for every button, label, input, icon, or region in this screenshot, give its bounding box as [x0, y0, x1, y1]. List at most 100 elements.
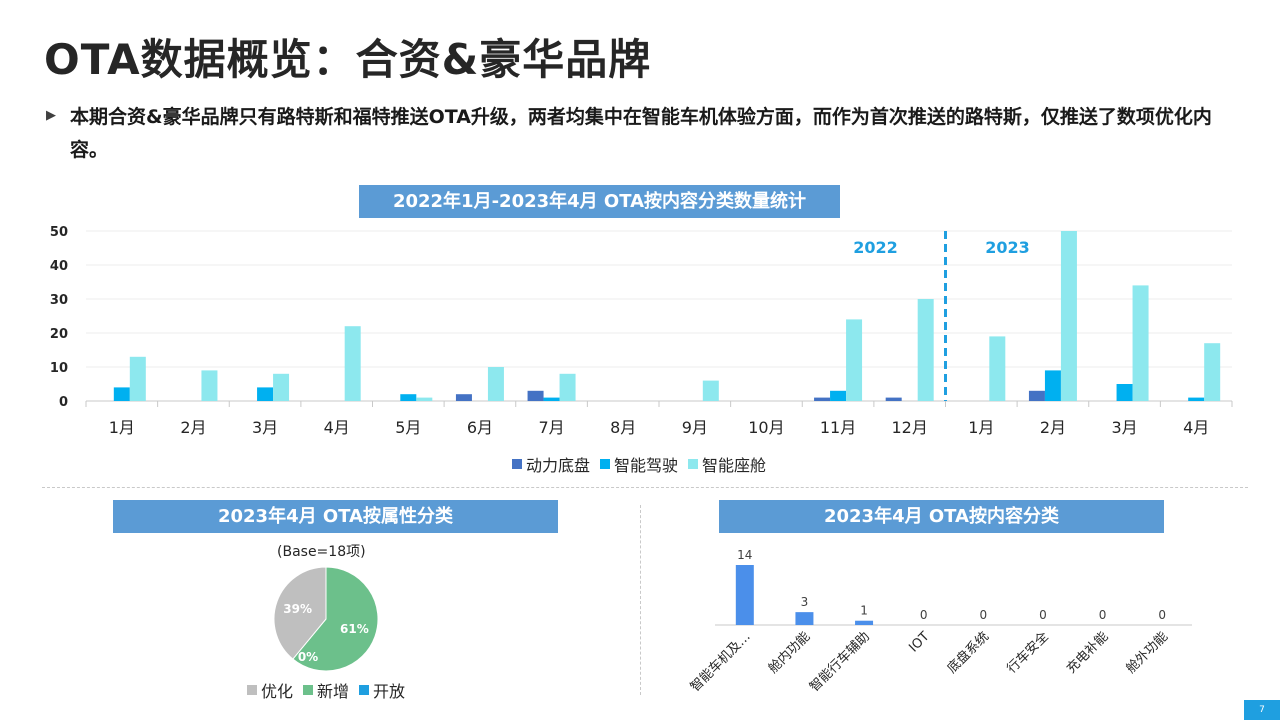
x-tick-label: 4月 — [324, 418, 350, 437]
x-tick-label: 4月 — [1183, 418, 1209, 437]
bar-智能驾驶 — [257, 387, 274, 401]
category-label: 底盘系统 — [944, 629, 992, 677]
y-tick-label: 10 — [50, 361, 68, 376]
category-label: IOT — [906, 629, 932, 655]
legend-label: 智能座舱 — [702, 456, 767, 475]
pie-label: 39% — [283, 602, 312, 616]
x-tick-label: 1月 — [109, 418, 135, 437]
main-chart-legend: 动力底盘 智能驾驶 智能座舱 — [512, 452, 776, 476]
x-tick-label: 8月 — [610, 418, 636, 437]
legend-item: 新增 — [303, 678, 349, 702]
category-bar — [735, 565, 754, 625]
bar-value-label: 0 — [979, 608, 987, 622]
bar-动力底盘 — [1028, 390, 1045, 401]
bar-智能座舱 — [989, 336, 1006, 401]
legend-swatch — [600, 459, 611, 469]
x-tick-label: 11月 — [820, 418, 856, 437]
bar-智能座舱 — [129, 356, 146, 401]
pie-label: 61% — [340, 622, 369, 636]
legend-label: 新增 — [317, 682, 350, 701]
legend-swatch — [688, 459, 699, 469]
legend-swatch — [303, 685, 314, 695]
bar-智能驾驶 — [543, 397, 560, 401]
legend-label: 动力底盘 — [526, 456, 591, 475]
main-chart-title: 2022年1月-2023年4月 OTA按内容分类数量统计 — [359, 185, 840, 218]
legend-item: 优化 — [247, 678, 293, 702]
bar-动力底盘 — [885, 397, 902, 401]
column-divider — [640, 505, 641, 695]
monthly-ota-bar-chart: 0 10 20 30 40 50 1月 2月 3月 4月 5月 6月 7月 8月 9月 10月 11月 12月 1月… — [50, 225, 1233, 437]
section-divider — [42, 487, 1248, 488]
y-tick-label: 20 — [50, 327, 68, 342]
x-tick-label: 3月 — [1111, 418, 1137, 437]
legend-label: 开放 — [373, 682, 406, 701]
legend-label: 优化 — [261, 682, 294, 701]
bar-智能座舱 — [1060, 231, 1077, 401]
pie-chart-legend: 优化 新增 开放 — [247, 678, 415, 702]
pie-chart-title: 2023年4月 OTA按属性分类 — [113, 500, 558, 533]
bar-智能座舱 — [1204, 343, 1221, 401]
x-tick-label: 2月 — [1040, 418, 1066, 437]
legend-item: 动力底盘 — [512, 452, 590, 476]
bar-动力底盘 — [455, 394, 472, 401]
attribute-pie-chart: 61% 0% 39% — [273, 566, 379, 672]
bar-智能驾驶 — [1116, 384, 1133, 401]
pie-label: 0% — [298, 650, 318, 664]
legend-label: 智能驾驶 — [614, 456, 679, 475]
x-tick-label: 12月 — [892, 418, 928, 437]
bar-value-label: 0 — [920, 608, 928, 622]
bar-智能座舱 — [702, 380, 719, 401]
bar-智能座舱 — [559, 373, 576, 401]
bar-智能座舱 — [273, 373, 290, 401]
x-tick-label: 5月 — [395, 418, 421, 437]
x-tick-label: 10月 — [748, 418, 784, 437]
bar-value-label: 0 — [1099, 608, 1107, 622]
bar-动力底盘 — [527, 390, 544, 401]
page-title: OTA数据概览：合资&豪华品牌 — [44, 35, 652, 84]
pie-slice-新增 — [292, 566, 379, 672]
category-label: 舱内功能 — [765, 629, 813, 677]
bar-value-label: 0 — [1158, 608, 1166, 622]
pie-base-label: (Base=18项) — [277, 544, 366, 560]
x-tick-label: 3月 — [252, 418, 278, 437]
legend-swatch — [512, 459, 522, 469]
x-tick-label: 9月 — [682, 418, 708, 437]
year-label-2023: 2023 — [985, 238, 1030, 257]
bar-智能座舱 — [846, 319, 863, 401]
bar-智能驾驶 — [830, 390, 847, 401]
page-number: 7 — [1244, 700, 1280, 720]
bar-value-label: 3 — [801, 595, 809, 609]
category-label: 充电补能 — [1063, 629, 1111, 677]
x-tick-label: 7月 — [538, 418, 564, 437]
y-tick-label: 50 — [50, 225, 68, 240]
bar-智能座舱 — [1132, 285, 1149, 401]
y-tick-label: 40 — [50, 259, 68, 274]
year-label-2022: 2022 — [853, 238, 898, 257]
bar-智能驾驶 — [1044, 370, 1061, 401]
legend-item: 开放 — [359, 678, 405, 702]
legend-item: 智能驾驶 — [600, 452, 678, 476]
bar-智能座舱 — [344, 326, 361, 401]
x-tick-label: 2月 — [180, 418, 206, 437]
bar-value-label: 1 — [860, 604, 868, 618]
x-tick-label: 6月 — [467, 418, 493, 437]
category-chart-title: 2023年4月 OTA按内容分类 — [719, 500, 1164, 533]
summary-text: 本期合资&豪华品牌只有路特斯和福特推送OTA升级，两者均集中在智能车机体验方面，… — [70, 106, 1212, 161]
bar-智能座舱 — [201, 370, 218, 401]
bar-智能座舱 — [917, 299, 934, 401]
legend-item: 智能座舱 — [688, 452, 766, 476]
bar-智能座舱 — [416, 397, 433, 401]
category-label: 行车安全 — [1004, 629, 1052, 677]
category-label: 舱外功能 — [1124, 629, 1171, 676]
category-bar — [855, 620, 874, 625]
category-bar-chart: 14 智能车机及… 3 舱内功能 1 智能行车辅助 0 IOT 0 底盘系统 0 行车安全 0 充电补能 0… — [687, 548, 1192, 695]
legend-swatch — [247, 685, 257, 695]
bar-智能驾驶 — [113, 387, 130, 401]
legend-swatch — [359, 685, 370, 695]
bar-智能座舱 — [487, 367, 504, 401]
bar-动力底盘 — [814, 397, 831, 401]
bar-智能驾驶 — [1188, 397, 1205, 401]
bar-value-label: 0 — [1039, 608, 1047, 622]
pie-slice-优化 — [273, 566, 327, 660]
y-tick-label: 0 — [59, 395, 68, 410]
